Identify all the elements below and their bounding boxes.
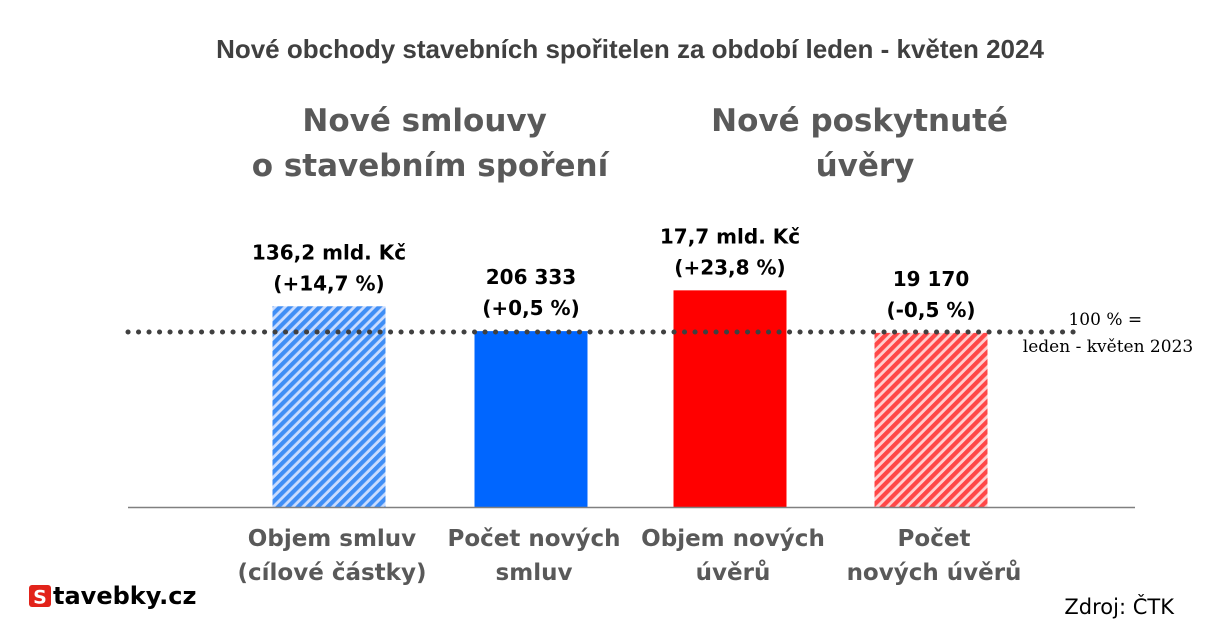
data-label-pocet-novych-uveru-line1: 19 170 — [893, 267, 970, 291]
logo-badge — [29, 585, 51, 607]
data-labels: 136,2 mld. Kč (+14,7 %) 206 333 (+0,5 %) 17,… — [252, 224, 976, 322]
reference-label: 100 % = leden - květen 2023 — [1023, 310, 1193, 357]
data-label-objem-novych-uveru-line1: 17,7 mld. Kč — [660, 224, 800, 248]
logo-initial: S — [33, 587, 47, 609]
data-label-objem-novych-uveru-line2: (+23,8 %) — [674, 255, 785, 279]
data-label-objem-smluv-line1: 136,2 mld. Kč — [252, 240, 406, 264]
category-label-pocet-novych-smluv: Počet nových smluv — [447, 526, 620, 586]
group-label-loans: Nové poskytnuté úvěry — [711, 103, 1019, 184]
data-label-objem-smluv: 136,2 mld. Kč (+14,7 %) — [252, 240, 406, 295]
category-label-pocet-novych-uveru: Počet nových úvěrů — [847, 526, 1022, 586]
data-label-pocet-novych-uveru: 19 170 (-0,5 %) — [886, 267, 975, 322]
source-label: Zdroj: ČTK — [1064, 594, 1175, 619]
category-label-objem-smluv-line1: Objem smluv — [248, 526, 416, 552]
data-label-objem-smluv-line2: (+14,7 %) — [273, 271, 384, 295]
group-label-loans-line2: úvěry — [816, 148, 915, 184]
group-label-contracts-line1: Nové smlouvy — [302, 103, 546, 139]
category-label-objem-novych-uveru-line2: úvěrů — [696, 559, 771, 586]
category-labels: Objem smluv (cílové částky) Počet nových sm… — [238, 526, 1022, 586]
reference-label-line2: leden - květen 2023 — [1023, 337, 1193, 357]
bar-pocet-novych-smluv — [474, 331, 588, 507]
data-label-pocet-novych-smluv-line1: 206 333 — [486, 265, 576, 289]
bars — [272, 290, 988, 507]
group-label-loans-line1: Nové poskytnuté — [711, 103, 1008, 139]
bar-objem-smluv — [272, 306, 386, 507]
logo-text: tavebky.cz — [53, 582, 196, 610]
group-label-contracts: Nové smlouvy o stavebním spoření — [252, 103, 610, 184]
category-label-pocet-novych-smluv-line2: smluv — [496, 560, 573, 586]
category-label-objem-novych-uveru: Objem nových úvěrů — [641, 526, 825, 586]
data-label-objem-novych-uveru: 17,7 mld. Kč (+23,8 %) — [660, 224, 800, 279]
reference-label-line1: 100 % = — [1068, 310, 1142, 330]
category-label-pocet-novych-uveru-line1: Počet — [898, 526, 971, 552]
data-label-pocet-novych-uveru-line2: (-0,5 %) — [886, 298, 975, 322]
data-label-pocet-novych-smluv: 206 333 (+0,5 %) — [482, 265, 579, 320]
group-label-contracts-line2: o stavebním spoření — [252, 148, 610, 184]
bar-pocet-novych-uveru — [874, 332, 988, 507]
category-label-objem-smluv-line2: (cílové částky) — [238, 560, 427, 586]
category-label-objem-smluv: Objem smluv (cílové částky) — [238, 526, 427, 586]
data-label-pocet-novych-smluv-line2: (+0,5 %) — [482, 296, 579, 320]
bar-objem-novych-uveru — [673, 290, 787, 507]
category-label-pocet-novych-smluv-line1: Počet nových — [447, 526, 620, 552]
category-label-pocet-novych-uveru-line2: nových úvěrů — [847, 559, 1022, 586]
chart-title: Nové obchody stavebních spořitelen za ob… — [216, 34, 1044, 64]
category-label-objem-novych-uveru-line1: Objem nových — [641, 526, 825, 552]
